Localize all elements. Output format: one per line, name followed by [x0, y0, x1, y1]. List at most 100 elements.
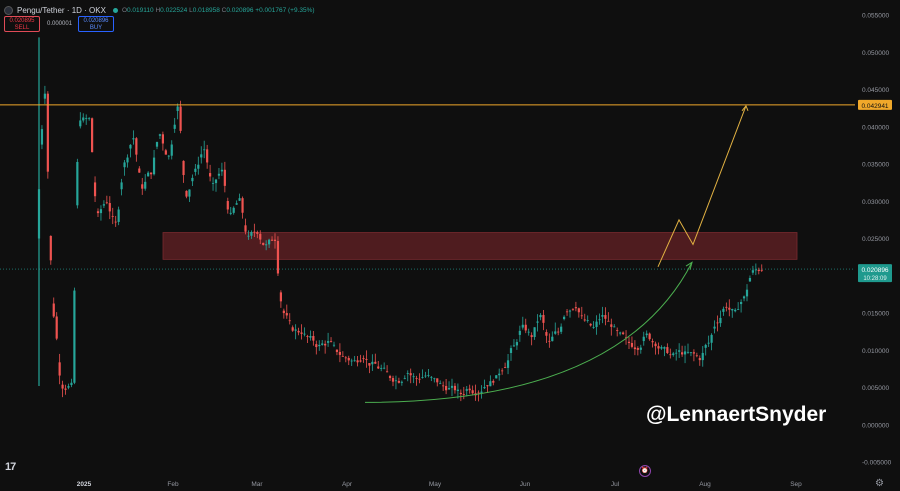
projection-path: [657, 105, 747, 268]
candle-body: [568, 310, 572, 312]
candle-body: [46, 93, 49, 172]
candle-body: [371, 361, 374, 365]
candle-body: [188, 189, 191, 197]
candle-body: [182, 160, 185, 176]
candle-body: [85, 118, 88, 119]
candle-body: [377, 366, 380, 369]
candle-body: [297, 330, 300, 333]
candle-body: [645, 333, 648, 336]
alert-icon[interactable]: ⏰: [639, 465, 651, 477]
symbol-title[interactable]: Pengu/Tether · 1D · OKX: [17, 5, 106, 15]
last-price-tag: [858, 264, 892, 283]
candle-body: [639, 347, 642, 350]
gear-icon[interactable]: ⚙: [875, 478, 884, 489]
candle-body: [651, 341, 654, 343]
candle-body: [129, 144, 132, 149]
candle-body: [515, 342, 518, 346]
candle-body: [126, 157, 129, 163]
candle-body: [430, 376, 433, 378]
candle-body: [158, 134, 162, 136]
candle-body: [312, 335, 315, 341]
candle-body: [554, 331, 557, 334]
candle-body: [548, 340, 551, 342]
candle-body: [601, 315, 604, 317]
candle-body: [43, 93, 46, 99]
candle-body: [294, 329, 297, 331]
candle-body: [321, 343, 324, 345]
candle-body: [353, 360, 356, 362]
candle-body: [226, 201, 229, 210]
candle-body: [483, 387, 486, 389]
candle-body: [88, 118, 91, 120]
candle-body: [279, 292, 282, 302]
spread-value: 0.000001: [47, 21, 73, 27]
x-tick-label: Aug: [699, 481, 711, 488]
candle-body: [265, 244, 268, 246]
candle-body: [660, 347, 663, 349]
x-tick-label: May: [429, 481, 442, 488]
candle-body: [672, 353, 675, 356]
candle-body: [681, 352, 684, 355]
candle-body: [70, 382, 73, 386]
candle-body: [695, 355, 698, 357]
candle-body: [327, 341, 330, 343]
candle-body: [79, 120, 82, 127]
candle-body: [152, 157, 156, 175]
candle-body: [571, 308, 575, 310]
candle-body: [598, 319, 601, 321]
candle-body: [229, 212, 232, 214]
candle-body: [91, 118, 94, 153]
candle-body: [40, 129, 44, 145]
x-tick-label: Jul: [611, 481, 620, 488]
candle-body: [427, 375, 430, 377]
sell-button[interactable]: 0.020895 SELL: [4, 16, 40, 32]
candle-body: [300, 332, 303, 334]
candle-body: [359, 360, 362, 362]
x-tick-label: Apr: [342, 481, 353, 488]
candle-body: [111, 216, 114, 217]
candle-body: [642, 336, 645, 342]
candle-body: [450, 385, 454, 388]
candle-body: [492, 380, 495, 383]
candle-body: [344, 357, 347, 359]
candle-body: [613, 326, 616, 328]
candle-body: [436, 378, 439, 383]
x-tick-label: Feb: [167, 481, 179, 488]
candle-body: [630, 342, 634, 347]
candle-body: [388, 376, 392, 379]
candle-body: [108, 203, 111, 212]
candle-body: [524, 324, 527, 331]
candle-body: [539, 314, 542, 318]
candle-body: [725, 306, 728, 308]
candle-body: [250, 231, 253, 236]
candle-body: [757, 269, 760, 271]
candle-body: [259, 233, 262, 240]
candle-body: [657, 346, 660, 349]
y-tick-label: 0.030000: [862, 199, 889, 206]
resistance-zone-layer: [162, 232, 798, 260]
candle-body: [536, 321, 539, 323]
candle-body: [341, 355, 344, 357]
candle-body: [76, 161, 79, 206]
candle-body: [380, 368, 383, 369]
candle-body: [403, 378, 406, 380]
candle-body: [577, 308, 580, 313]
candle-body: [745, 289, 749, 297]
candle-body: [692, 352, 695, 354]
y-tick-label: 0.035000: [862, 162, 889, 169]
candle-body: [350, 360, 353, 362]
candle-body: [324, 343, 327, 346]
y-tick-label: 0.000000: [862, 422, 889, 429]
y-tick-label: -0.005000: [862, 460, 892, 467]
candle-body: [666, 347, 669, 354]
candle-body: [123, 162, 126, 168]
candle-body: [164, 150, 167, 155]
candle-body: [557, 331, 560, 333]
buy-button[interactable]: 0.020896 BUY: [78, 16, 114, 32]
tradingview-logo[interactable]: 17: [5, 461, 16, 473]
candle-body: [347, 357, 350, 361]
annotation-layer: [0, 104, 855, 403]
candles: [37, 37, 763, 402]
x-tick-label: 2025: [77, 481, 92, 488]
